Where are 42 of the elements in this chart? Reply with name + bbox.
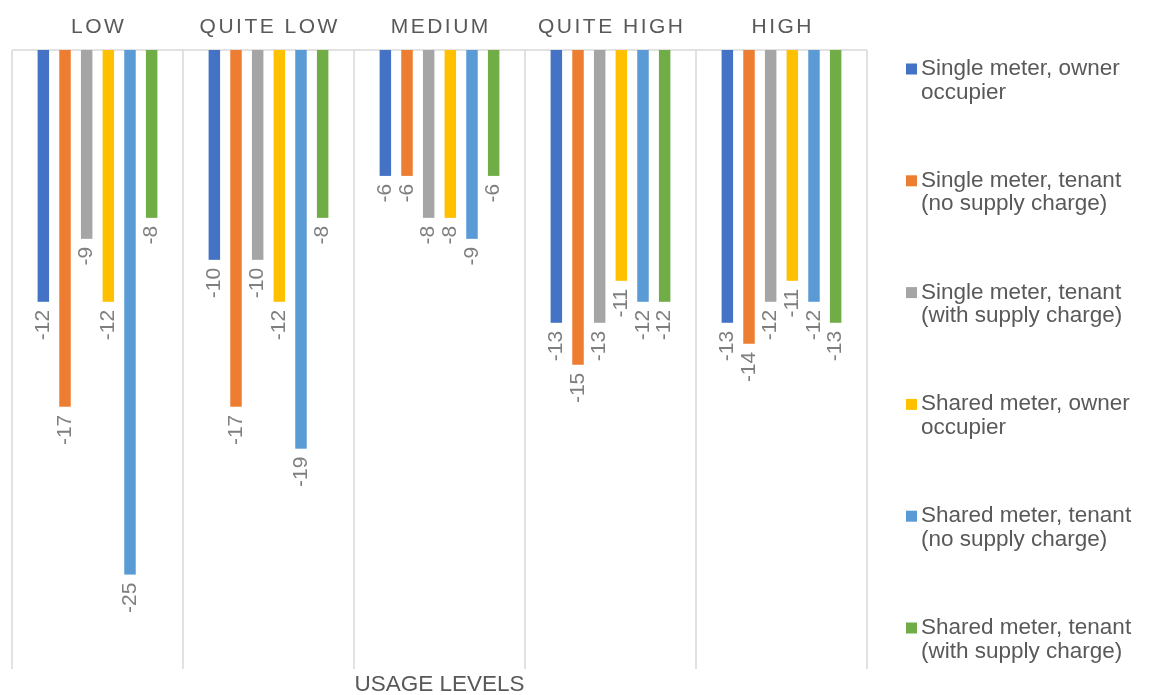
data-label: -8 [309, 225, 333, 245]
data-label: -8 [138, 225, 162, 245]
data-label: -11 [607, 288, 631, 318]
data-label: -6 [393, 183, 417, 203]
data-label: -9 [458, 246, 482, 266]
x-tick-label: MEDIUM [390, 13, 491, 37]
data-label: -10 [200, 267, 224, 299]
data-label: -12 [757, 309, 781, 341]
legend-label: Shared meter, tenant (no supply charge) [921, 502, 1132, 551]
data-label: -14 [735, 351, 759, 383]
x-tick-label: QUITE HIGH [537, 13, 686, 37]
data-label: -13 [542, 330, 566, 362]
data-label: -12 [651, 309, 675, 341]
data-label: -12 [265, 309, 289, 341]
data-label: -6 [371, 183, 395, 203]
data-label: -19 [287, 456, 311, 488]
data-label: -13 [713, 330, 737, 362]
x-tick-label: LOW [71, 13, 127, 37]
data-label: -12 [629, 309, 653, 341]
data-label: -17 [222, 414, 246, 446]
legend-label: Single meter, owner occupier [921, 54, 1121, 104]
legend-label: Single meter, tenant (no supply charge) [921, 166, 1122, 216]
x-tick-label: QUITE LOW [199, 13, 340, 37]
data-label: -12 [94, 309, 118, 341]
data-label: -9 [73, 246, 97, 266]
legend-label: Shared meter, owner occupier [921, 390, 1131, 439]
data-label: -25 [116, 582, 140, 613]
legend-label: Single meter, tenant (with supply charge) [921, 278, 1123, 328]
x-axis-title: USAGE LEVELS [354, 670, 525, 695]
data-label: -6 [480, 183, 504, 203]
data-label: -13 [586, 330, 610, 362]
data-label: -8 [415, 225, 439, 245]
data-label: -15 [564, 372, 588, 404]
legend-label: Shared meter, tenant (with supply charge) [921, 613, 1132, 663]
data-label: -8 [436, 225, 460, 245]
data-label: -13 [822, 330, 846, 362]
data-label: -11 [778, 288, 802, 318]
x-tick-label: HIGH [751, 13, 814, 37]
data-label: -12 [29, 309, 53, 341]
data-label: -17 [51, 414, 75, 446]
data-label: -12 [800, 309, 824, 341]
data-label: -10 [244, 267, 268, 299]
